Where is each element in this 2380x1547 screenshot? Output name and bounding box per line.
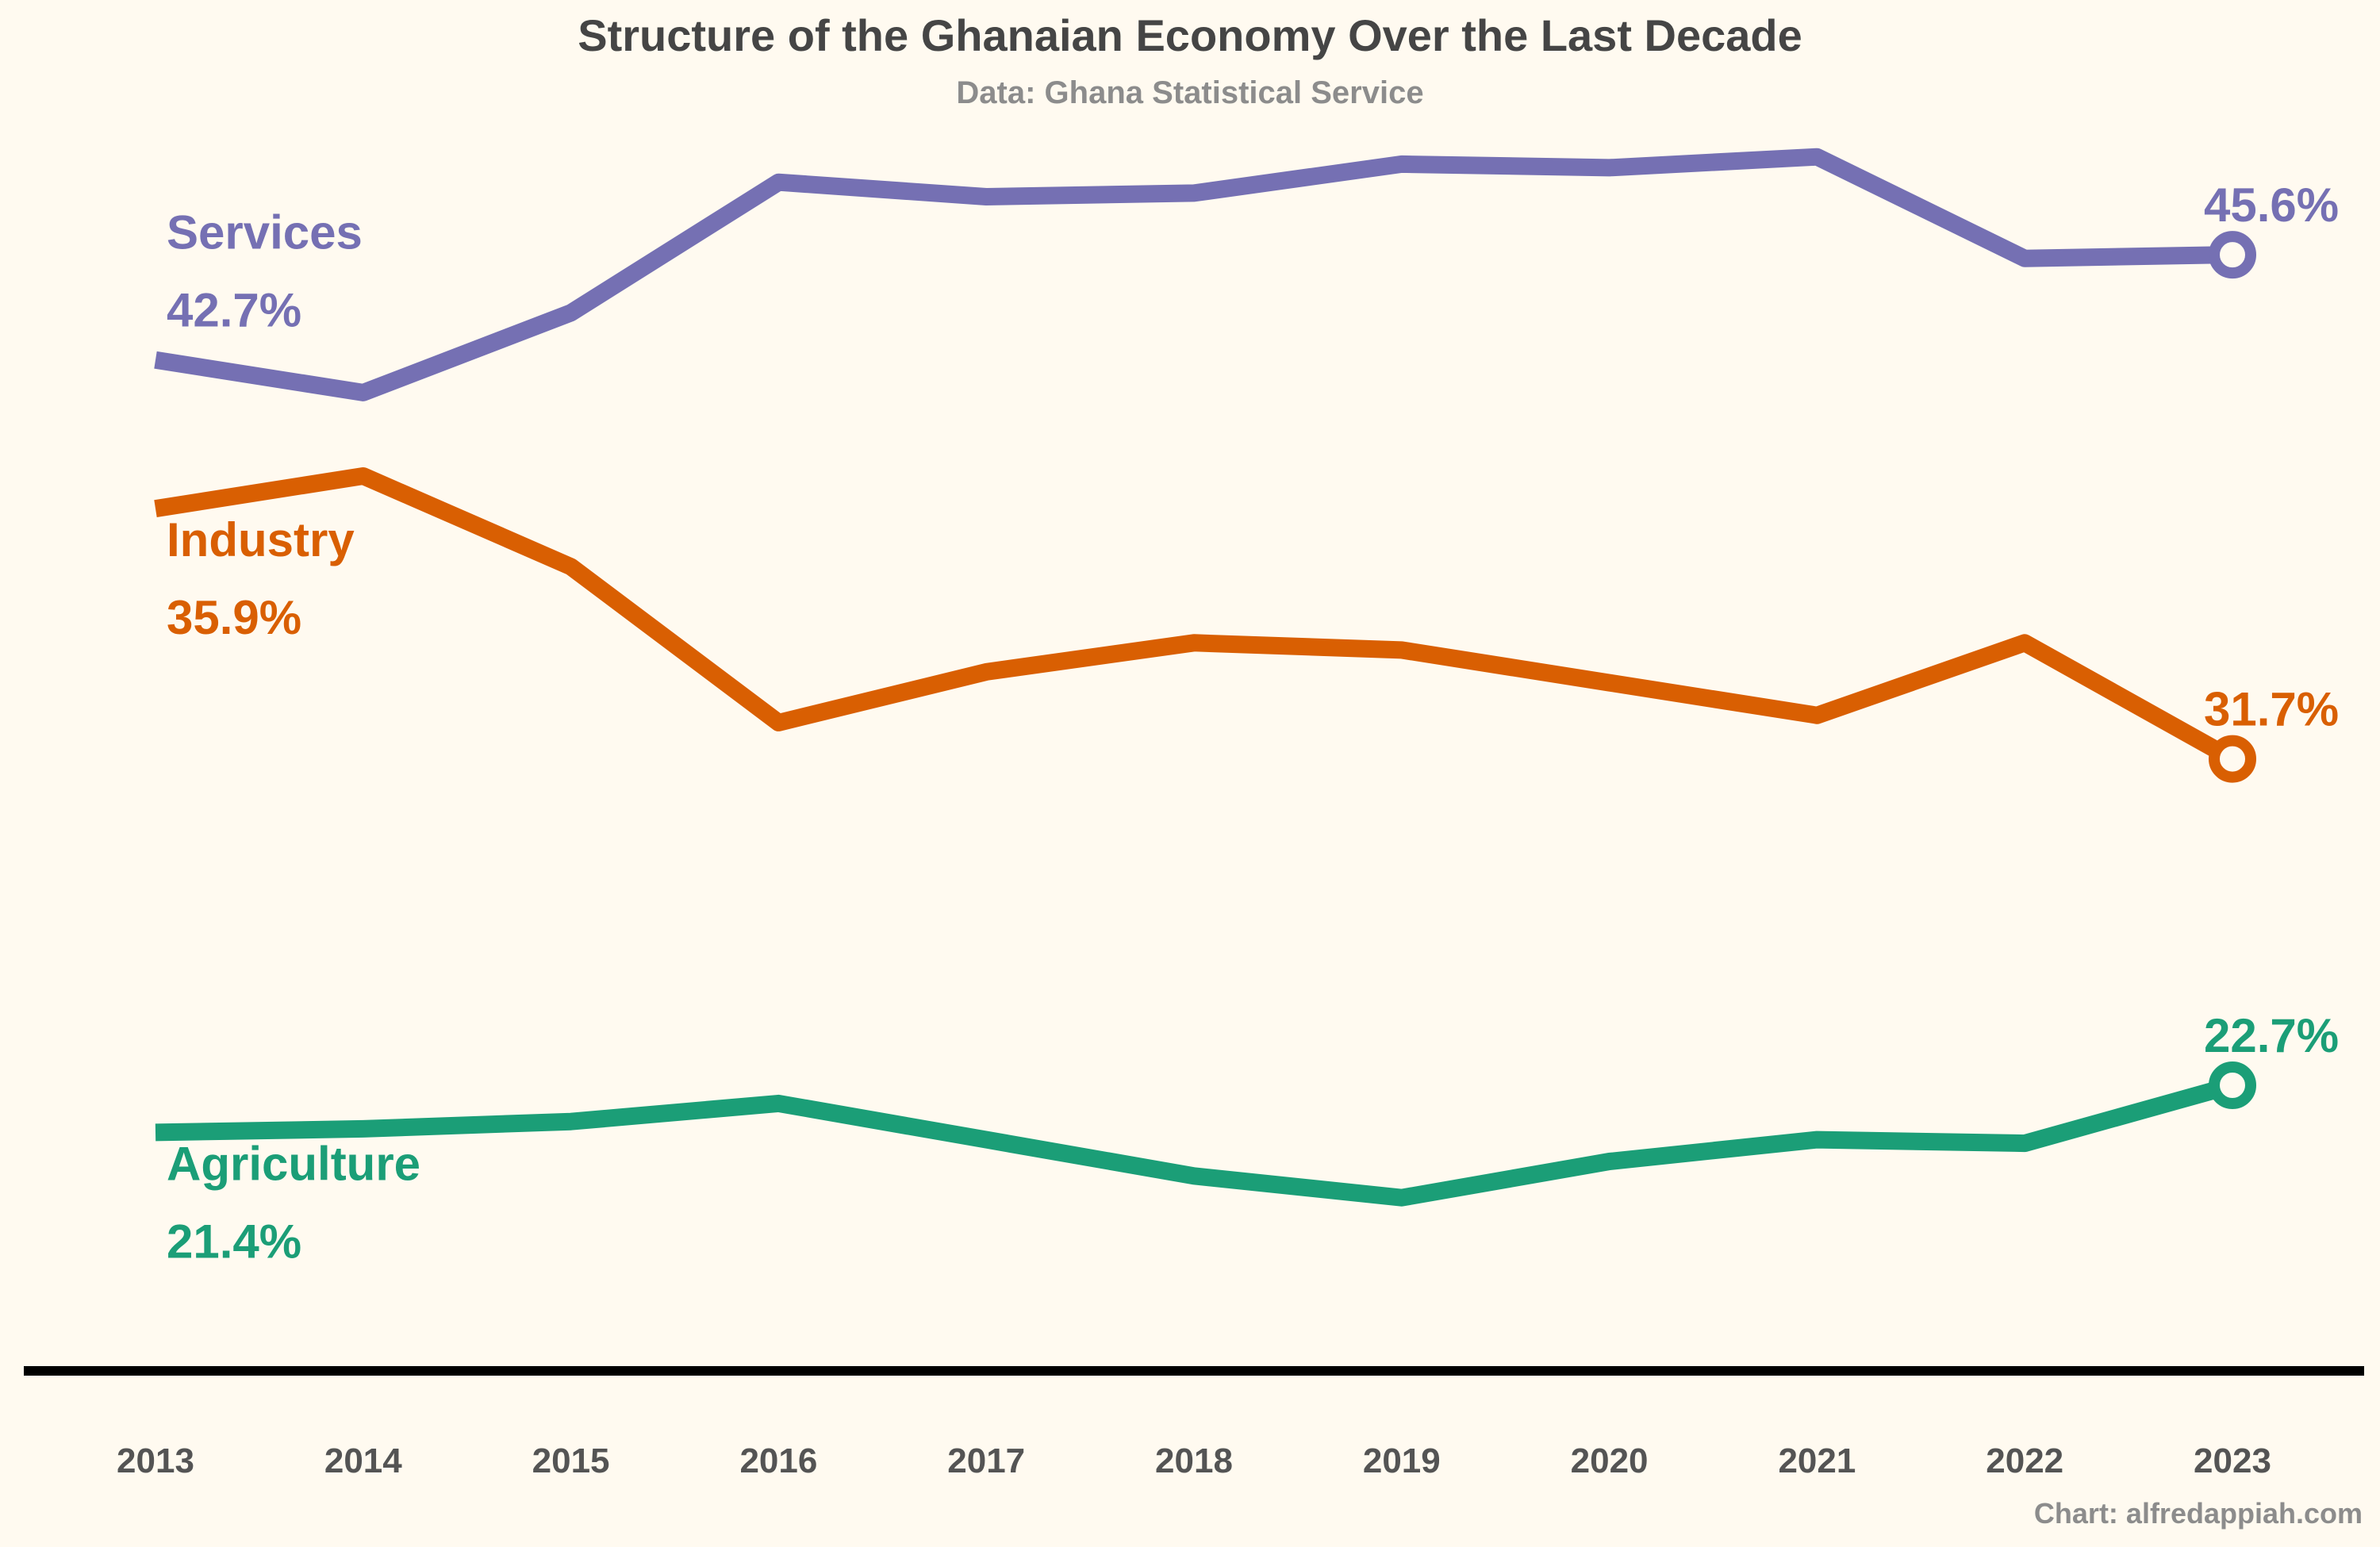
series-line-agriculture [155, 1077, 2235, 1207]
x-tick-label: 2014 [324, 1441, 402, 1480]
x-tick-label: 2021 [1778, 1441, 1856, 1480]
series-name-label-services: Services [167, 206, 363, 259]
end-value-label-services: 45.6% [2204, 178, 2339, 232]
x-tick-label: 2016 [739, 1441, 817, 1480]
end-value-label-industry: 31.7% [2204, 683, 2339, 736]
chart-title: Structure of the Ghanaian Economy Over t… [578, 10, 1802, 60]
chart-subtitle: Data: Ghana Statistical Service [956, 75, 1423, 110]
x-tick-label: 2013 [117, 1441, 194, 1480]
start-value-label-agriculture: 21.4% [167, 1215, 301, 1268]
end-marker-industry [2209, 735, 2256, 783]
x-tick-label: 2015 [532, 1441, 610, 1480]
end-value-label-agriculture: 22.7% [2204, 1009, 2339, 1062]
x-tick-label: 2020 [1571, 1441, 1649, 1480]
start-value-label-industry: 35.9% [167, 591, 301, 644]
x-tick-label: 2023 [2194, 1441, 2271, 1480]
start-value-label-services: 42.7% [167, 284, 301, 337]
x-axis-tick-labels: 2013 2014 2015 2016 2017 2018 2019 2020 2021 2022… [117, 1441, 2271, 1480]
end-marker-services [2209, 231, 2256, 279]
series-name-label-agriculture: Agriculture [167, 1137, 420, 1190]
series-line-industry [154, 467, 2237, 767]
series-line-services [154, 148, 2233, 401]
series-lines [154, 148, 2256, 1207]
x-tick-label: 2018 [1155, 1441, 1233, 1480]
x-tick-label: 2017 [947, 1441, 1025, 1480]
x-tick-label: 2022 [1986, 1441, 2063, 1480]
chart-credit: Chart: alfredappiah.com [2034, 1497, 2363, 1530]
series-name-label-industry: Industry [167, 513, 355, 566]
end-marker-agriculture [2209, 1061, 2256, 1109]
series-labels: 45.6% Services 42.7% 31.7% Industry 35.9% 22.7… [167, 178, 2339, 1268]
x-tick-label: 2019 [1363, 1441, 1441, 1480]
